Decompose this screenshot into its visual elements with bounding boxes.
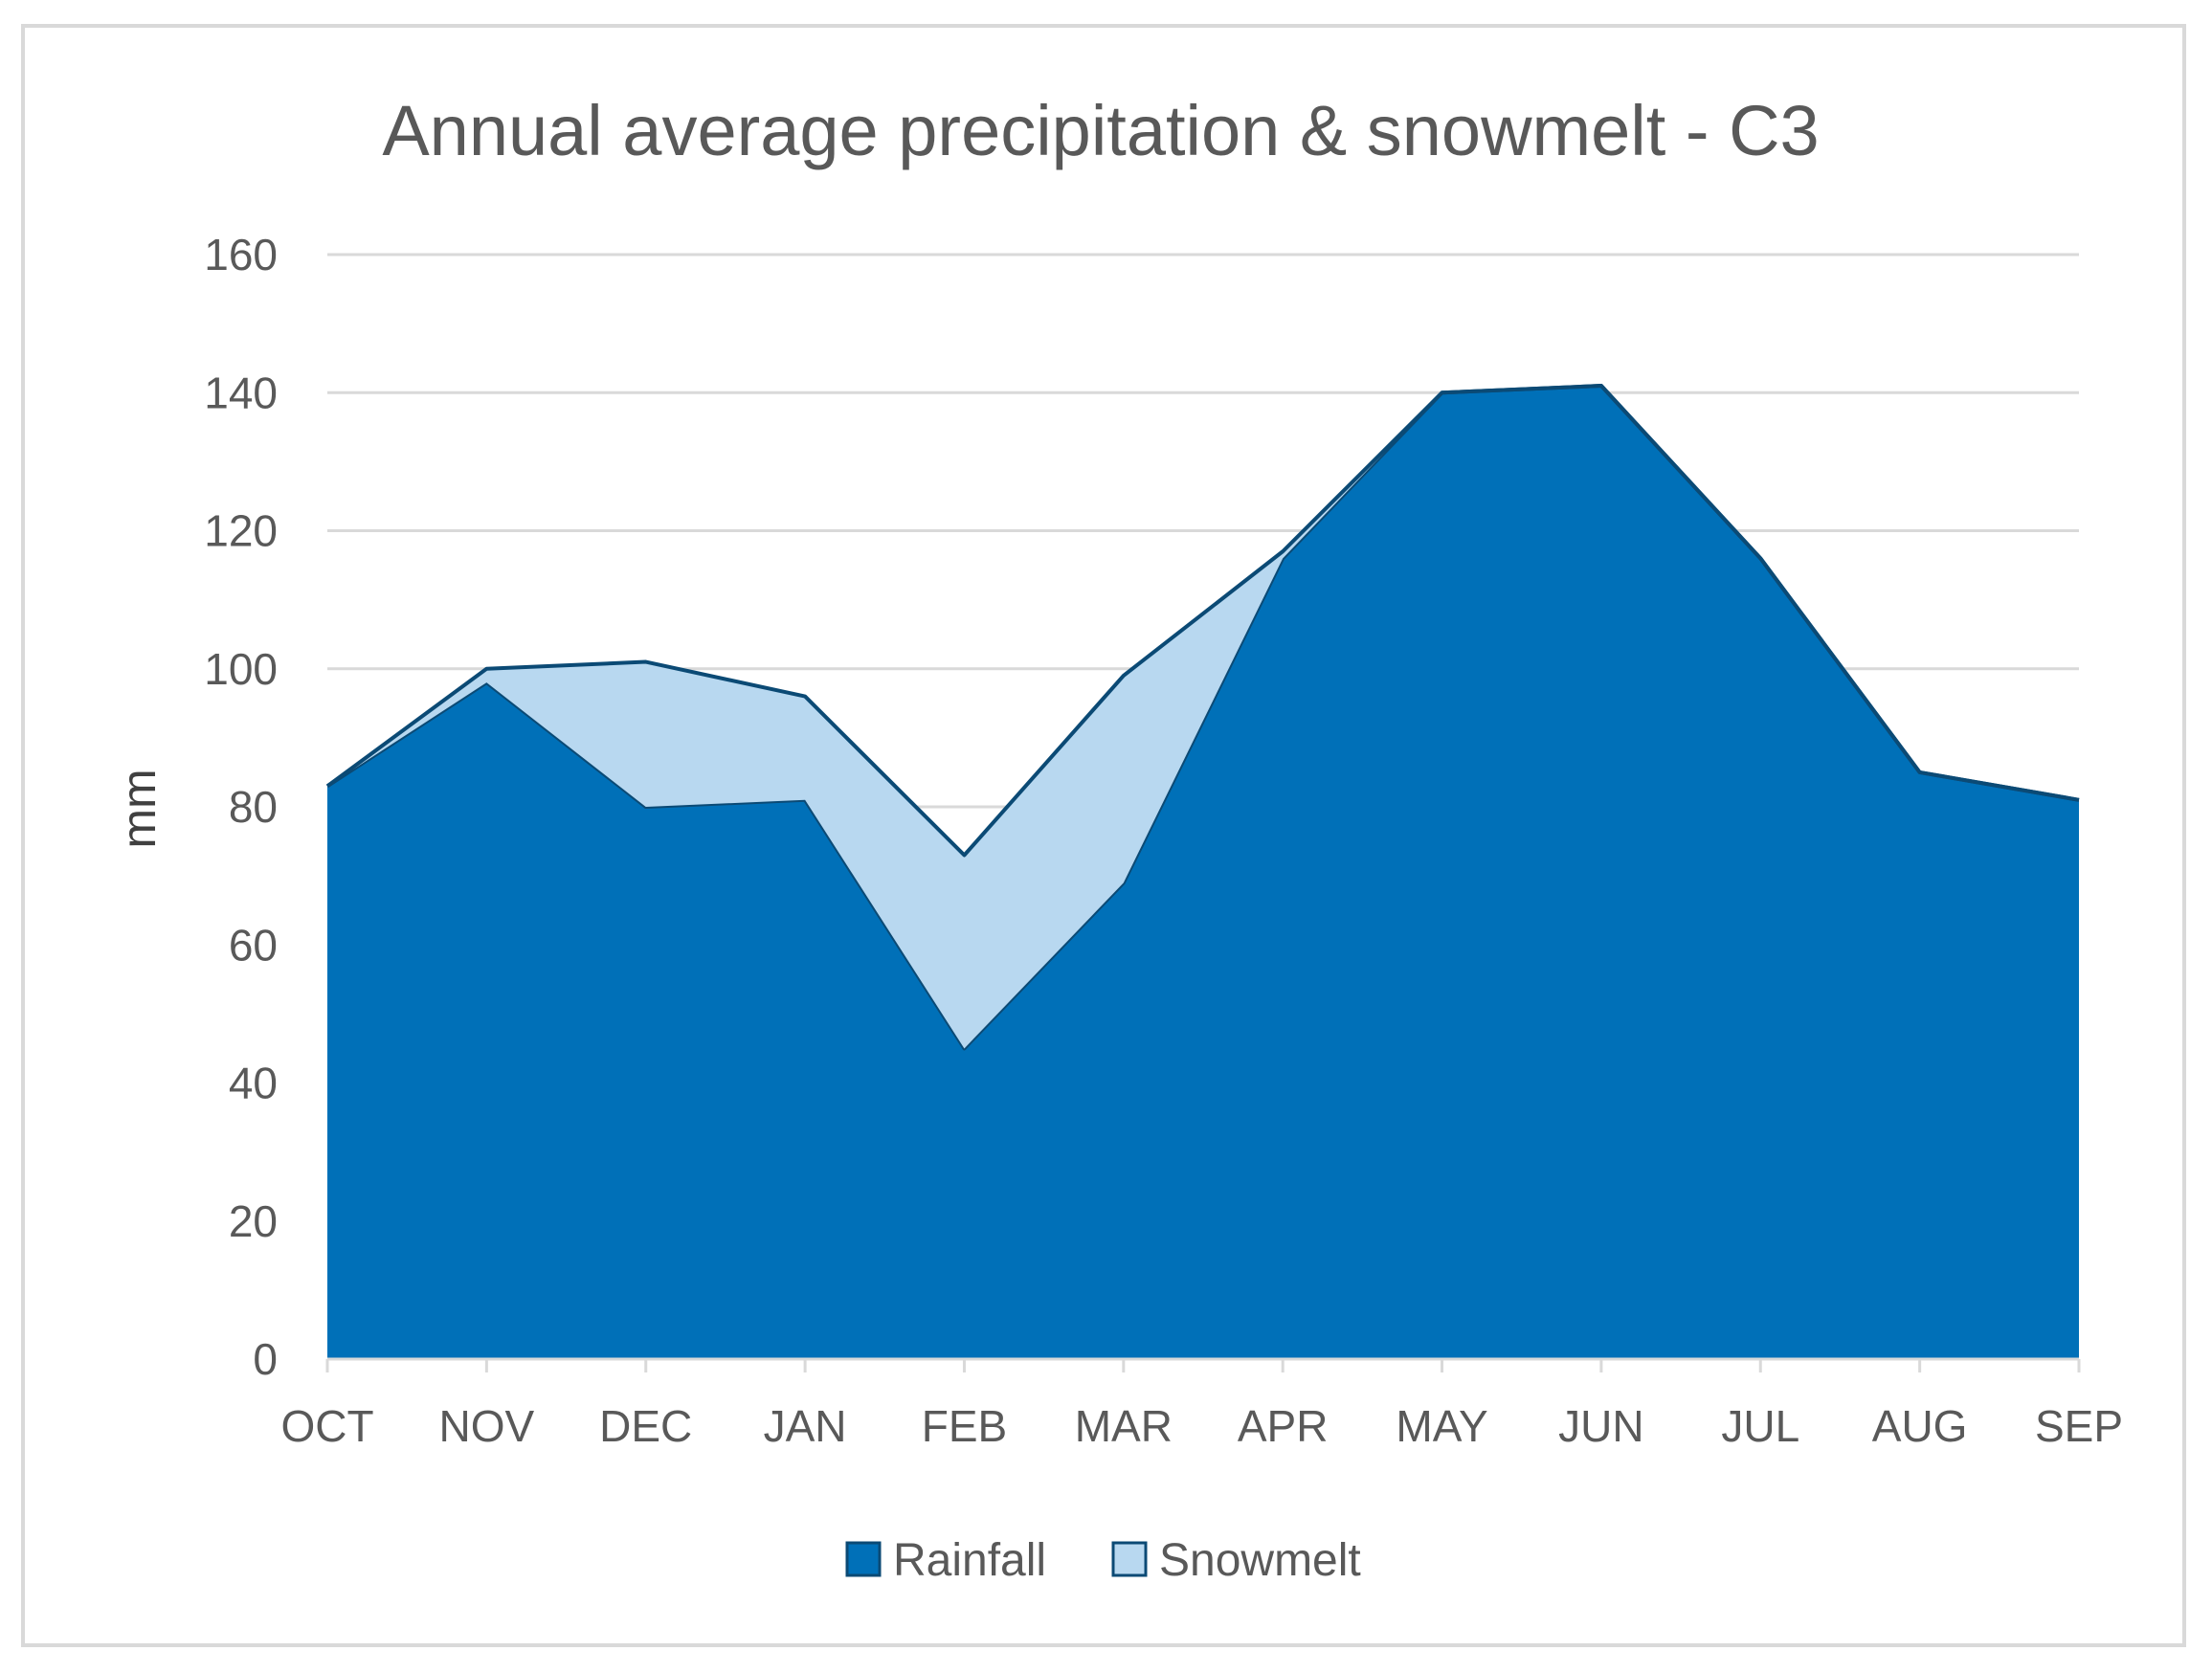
legend: Rainfall Snowmelt (845, 1535, 1361, 1586)
x-tick-label: SEP (2035, 1401, 2123, 1451)
y-tick-label: 60 (229, 920, 278, 970)
legend-swatch-snowmelt (1111, 1541, 1148, 1577)
y-tick-label: 20 (229, 1196, 278, 1246)
legend-label-snowmelt: Snowmelt (1159, 1535, 1361, 1586)
area-rainfall (327, 386, 2079, 1360)
y-tick-label: 0 (253, 1334, 278, 1384)
y-tick-label: 160 (204, 230, 278, 279)
x-tick-label: OCT (280, 1401, 373, 1451)
y-tick-label: 140 (204, 368, 278, 417)
x-tick-label: NOV (439, 1401, 535, 1451)
x-tick-label: JAN (764, 1401, 847, 1451)
series-areas (325, 384, 2080, 1360)
line-snowmelt (325, 384, 2080, 858)
x-tick-label: JUN (1558, 1401, 1643, 1451)
y-tick-label: 80 (229, 782, 278, 832)
y-tick-label: 100 (204, 644, 278, 694)
x-tick-label: FEB (922, 1401, 1007, 1451)
x-tick-label: APR (1238, 1401, 1329, 1451)
y-tick-label: 40 (229, 1059, 278, 1108)
y-tick-label: 120 (204, 506, 278, 556)
y-axis-tick-labels: 0 20 40 60 80 100 120 140 160 (204, 230, 278, 1384)
legend-swatch-rainfall (845, 1541, 882, 1577)
x-tick-label: DEC (599, 1401, 692, 1451)
x-tick-label: MAY (1396, 1401, 1487, 1451)
x-tick-label: AUG (1872, 1401, 1968, 1451)
y-axis-title: mm (112, 769, 166, 848)
x-axis-tick-labels: OCT NOV DEC JAN FEB MAR APR MAY JUN JUL AUG SEP (280, 1401, 2123, 1451)
area-snowmelt (327, 386, 2079, 1049)
legend-label-rainfall: Rainfall (893, 1535, 1046, 1586)
x-tick-label: JUL (1721, 1401, 1799, 1451)
chart-title: Annual average precipitation & snowmelt … (382, 91, 1819, 170)
x-tick-label: MAR (1075, 1401, 1173, 1451)
x-axis (325, 1357, 2081, 1372)
